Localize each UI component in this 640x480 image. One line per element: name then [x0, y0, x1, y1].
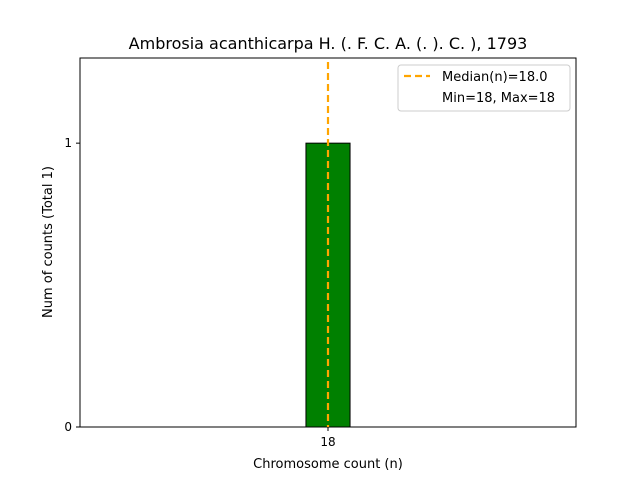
- x-axis: 18: [320, 427, 336, 449]
- legend-median-label: Median(n)=18.0: [442, 70, 548, 85]
- x-tick-label: 18: [320, 435, 335, 449]
- y-axis-label: Num of counts (Total 1): [41, 166, 56, 318]
- legend: Median(n)=18.0 Min=18, Max=18: [397, 64, 571, 112]
- legend-minmax-label: Min=18, Max=18: [442, 91, 555, 106]
- y-axis: 01: [64, 136, 80, 434]
- legend-box: [397, 64, 571, 112]
- y-tick-label: 0: [64, 420, 72, 434]
- y-tick-label: 1: [64, 136, 72, 150]
- chart-title: Ambrosia acanthicarpa H. (. F. C. A. (. …: [129, 34, 528, 53]
- x-axis-label: Chromosome count (n): [253, 457, 403, 472]
